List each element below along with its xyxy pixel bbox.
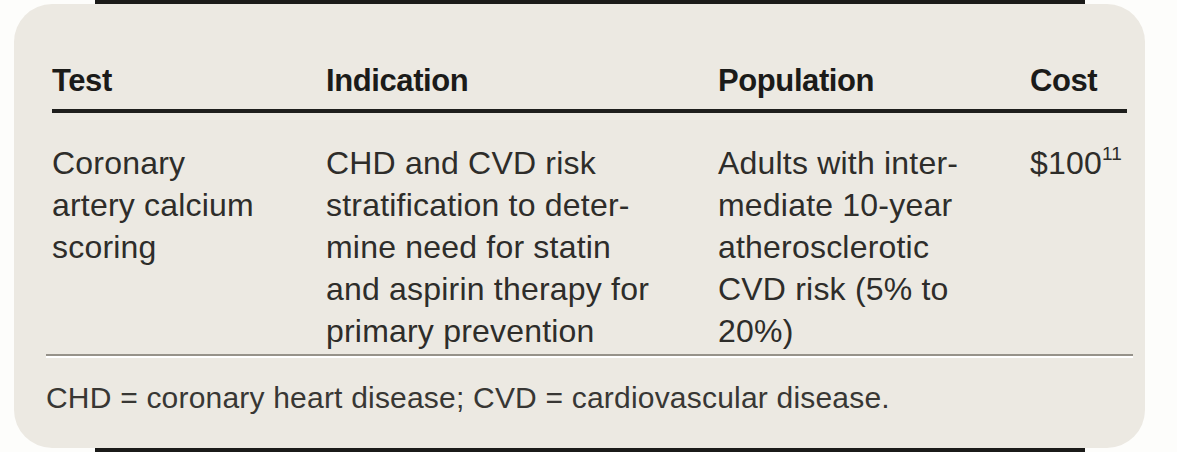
table-card: Test Indication Population Cost Coronary… bbox=[14, 4, 1145, 448]
column-header-population: Population bbox=[718, 4, 1030, 113]
column-header-test: Test bbox=[52, 4, 326, 113]
column-header-indication: Indication bbox=[326, 4, 718, 113]
cac-test-table: Test Indication Population Cost Coronary… bbox=[52, 4, 1127, 352]
cell-test: Coronary artery calcium scoring bbox=[52, 113, 326, 352]
abbreviation-footnote: CHD = coronary heart disease; CVD = card… bbox=[46, 380, 1133, 416]
cost-reference-superscript: 11 bbox=[1102, 143, 1122, 164]
cell-cost: $10011 bbox=[1030, 113, 1127, 352]
cost-value: $100 bbox=[1030, 145, 1102, 181]
figure-stage: Test Indication Population Cost Coronary… bbox=[0, 0, 1177, 452]
cell-population: Adults with inter- mediate 10-year ather… bbox=[718, 113, 1030, 352]
column-header-cost: Cost bbox=[1030, 4, 1127, 113]
footnote-divider bbox=[46, 354, 1133, 358]
cell-indication: CHD and CVD risk stratification to deter… bbox=[326, 113, 718, 352]
